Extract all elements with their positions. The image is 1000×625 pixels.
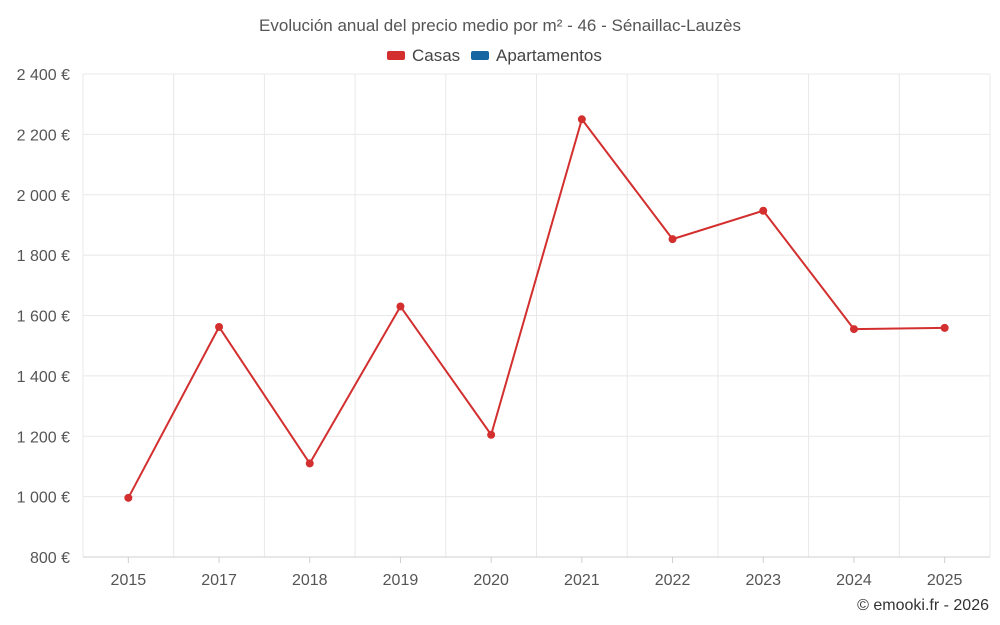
legend-swatch-casas	[387, 51, 405, 60]
x-tick-label: 2023	[745, 572, 781, 589]
legend: Casas Apartamentos	[387, 46, 602, 65]
y-tick-label: 1 200 €	[17, 429, 70, 446]
y-axis: 800 € 1 000 € 1 200 € 1 400 € 1 600 € 1 800 €…	[17, 67, 70, 567]
data-point-casas[interactable]	[396, 302, 405, 311]
x-tick-label: 2017	[201, 572, 237, 589]
legend-item-casas[interactable]: Casas	[387, 46, 460, 65]
data-point-casas[interactable]	[215, 322, 224, 331]
x-tick-label: 2024	[836, 572, 872, 589]
x-tick-label: 2020	[473, 572, 509, 589]
data-point-casas[interactable]	[487, 430, 496, 439]
data-point-casas[interactable]	[305, 459, 314, 468]
data-point-casas[interactable]	[124, 493, 133, 502]
x-tick-label: 2019	[383, 572, 419, 589]
y-tick-label: 2 000 €	[17, 188, 70, 205]
y-tick-label: 1 800 €	[17, 248, 70, 265]
legend-swatch-apartamentos	[471, 51, 489, 60]
data-point-casas[interactable]	[849, 325, 858, 334]
y-tick-label: 800 €	[30, 550, 70, 567]
series-line-casas	[127, 118, 945, 499]
y-tick-label: 1 400 €	[17, 369, 70, 386]
x-tick-label: 2018	[292, 572, 328, 589]
chart-title: Evolución anual del precio medio por m² …	[259, 16, 741, 35]
x-tick-label: 2015	[111, 572, 147, 589]
legend-label-apartamentos: Apartamentos	[496, 46, 602, 65]
x-axis: 2015 2017 2018 2019 2020 2021 2022 2023 2024 2025	[83, 556, 990, 589]
x-tick-label: 2025	[927, 572, 963, 589]
y-tick-label: 2 400 €	[17, 67, 70, 84]
y-tick-label: 1 000 €	[17, 490, 70, 507]
x-tick-label: 2021	[564, 572, 600, 589]
data-point-casas[interactable]	[668, 235, 677, 244]
series-casas	[124, 115, 949, 502]
data-point-casas[interactable]	[577, 115, 586, 124]
y-tick-label: 2 200 €	[17, 127, 70, 144]
credit-text: © emooki.fr - 2026	[857, 597, 989, 614]
data-point-casas[interactable]	[759, 206, 768, 215]
legend-item-apartamentos[interactable]: Apartamentos	[471, 46, 602, 65]
data-point-casas[interactable]	[940, 323, 949, 332]
legend-label-casas: Casas	[412, 46, 460, 65]
gridlines	[82, 73, 991, 557]
y-tick-label: 1 600 €	[17, 309, 70, 326]
x-tick-label: 2022	[655, 572, 691, 589]
